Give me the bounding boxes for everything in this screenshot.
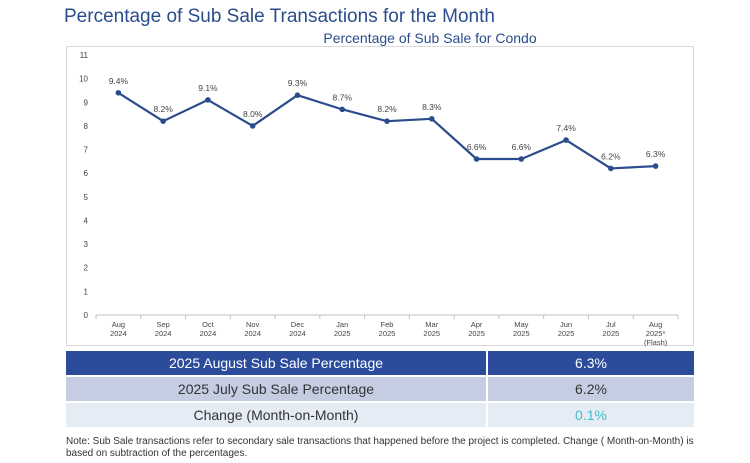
data-label: 8.3% [422, 102, 442, 112]
x-tick-label-line: 2024 [244, 329, 261, 338]
data-point [473, 156, 480, 162]
x-tick-label-line: Jun [560, 320, 572, 329]
page-title: Percentage of Sub Sale Transactions for … [64, 6, 495, 27]
data-point [294, 92, 301, 98]
y-tick-label: 4 [84, 216, 89, 225]
summary-row: Change (Month-on-Month) 0.1% [66, 403, 694, 427]
x-tick-label-line: Dec [291, 320, 305, 329]
x-tick-label: Sep 2024 [155, 320, 172, 338]
x-tick-label-line: Jan [336, 320, 348, 329]
x-tick-label-line: (Flash) [644, 338, 668, 347]
x-tick-label-line: Apr [471, 320, 483, 329]
data-point [384, 118, 390, 124]
x-tick-label-line: 2025* [646, 329, 666, 338]
y-tick-label: 2 [84, 264, 89, 273]
summary-table: 2025 August Sub Sale Percentage 6.3% 202… [66, 349, 694, 429]
y-tick-label: 3 [84, 240, 89, 249]
x-tick-label: Mar 2025 [423, 320, 440, 338]
data-point [249, 123, 256, 129]
y-tick-label: 6 [84, 169, 89, 178]
x-tick-label: Aug 2025* (Flash) [644, 320, 668, 347]
x-tick-label-line: 2025 [513, 329, 530, 338]
data-point [563, 137, 569, 143]
x-tick-label-line: Jul [606, 320, 616, 329]
y-tick-label: 9 [84, 98, 89, 107]
y-tick-label: 7 [84, 146, 89, 155]
data-point [115, 90, 122, 96]
data-label: 6.2% [601, 151, 621, 161]
x-tick-label-line: Aug [112, 320, 125, 329]
data-point [428, 116, 435, 122]
summary-row: 2025 August Sub Sale Percentage 6.3% [66, 351, 694, 375]
data-label: 9.3% [288, 78, 308, 88]
data-label: 6.6% [467, 142, 487, 152]
data-label: 8.2% [377, 104, 397, 114]
x-tick-label-line: Aug [649, 320, 662, 329]
data-label: 6.3% [646, 149, 666, 159]
x-tick-label-line: Oct [202, 320, 215, 329]
x-tick-label: May 2025 [513, 320, 530, 338]
y-axis: 0 1 2 3 4 5 6 7 8 9 10 11 [79, 51, 88, 320]
data-label: 7.4% [556, 123, 576, 133]
summary-value: 6.3% [488, 351, 694, 375]
summary-value: 6.2% [488, 377, 694, 401]
x-tick-label: Jun 2025 [558, 320, 575, 338]
x-tick-label-line: May [514, 320, 528, 329]
x-tick-label-line: 2024 [155, 329, 172, 338]
data-point [160, 118, 166, 124]
y-tick-label: 0 [84, 311, 89, 320]
chart-frame [66, 46, 694, 346]
data-label: 8.2% [153, 104, 173, 114]
y-tick-label: 8 [84, 122, 89, 131]
x-tick-label-line: 2024 [289, 329, 306, 338]
footnote: Note: Sub Sale transactions refer to sec… [66, 436, 694, 459]
series-layer: 9.4% 8.2% 9.1% 8.0% 9.3% 8.7% 8.2% 8.3% 6.6% 6.6%… [109, 76, 666, 172]
x-tick-label-line: 2025 [379, 329, 396, 338]
data-label: 9.1% [198, 83, 218, 93]
x-tick-label-line: 2025 [334, 329, 351, 338]
x-tick-label-line: Sep [156, 320, 169, 329]
data-point [205, 97, 211, 103]
summary-label: 2025 August Sub Sale Percentage [66, 351, 488, 375]
y-tick-label: 11 [80, 51, 89, 60]
summary-label: 2025 July Sub Sale Percentage [66, 377, 488, 401]
summary-label: Change (Month-on-Month) [66, 403, 488, 427]
x-tick-label: Jan 2025 [334, 320, 351, 338]
data-point [339, 106, 346, 113]
x-tick-label: Jul 2025 [603, 320, 620, 338]
summary-change-value: 0.1% [488, 403, 694, 427]
data-point [652, 163, 659, 169]
y-tick-label: 5 [84, 193, 89, 202]
x-tick-label: Apr 2025 [468, 320, 485, 338]
x-tick-label-line: 2024 [110, 329, 127, 338]
x-tick-label: Nov 2024 [244, 320, 261, 338]
data-label: 8.7% [333, 92, 353, 102]
x-tick-label: Aug 2024 [110, 320, 127, 338]
x-tick-label-line: Nov [246, 320, 260, 329]
x-tick-label-line: 2025 [423, 329, 440, 338]
x-tick-label: Dec 2024 [289, 320, 306, 338]
x-tick-label-line: Mar [425, 320, 438, 329]
y-tick-label: 10 [79, 75, 88, 84]
x-tick-label-line: 2025 [468, 329, 485, 338]
x-tick-label-line: 2024 [200, 329, 217, 338]
data-point [518, 156, 525, 162]
data-label: 9.4% [109, 76, 129, 86]
x-tick-label-line: 2025 [603, 329, 620, 338]
data-label: 8.0% [243, 109, 263, 119]
y-tick-label: 1 [84, 287, 89, 296]
data-point [608, 165, 614, 172]
x-tick-label: Feb 2025 [379, 320, 396, 338]
x-tick-label: Oct 2024 [200, 320, 217, 338]
x-tick-label-line: Feb [381, 320, 394, 329]
summary-row: 2025 July Sub Sale Percentage 6.2% [66, 377, 694, 401]
chart-title: Percentage of Sub Sale for Condo [323, 30, 537, 46]
data-label: 6.6% [512, 142, 532, 152]
x-tick-label-line: 2025 [558, 329, 575, 338]
